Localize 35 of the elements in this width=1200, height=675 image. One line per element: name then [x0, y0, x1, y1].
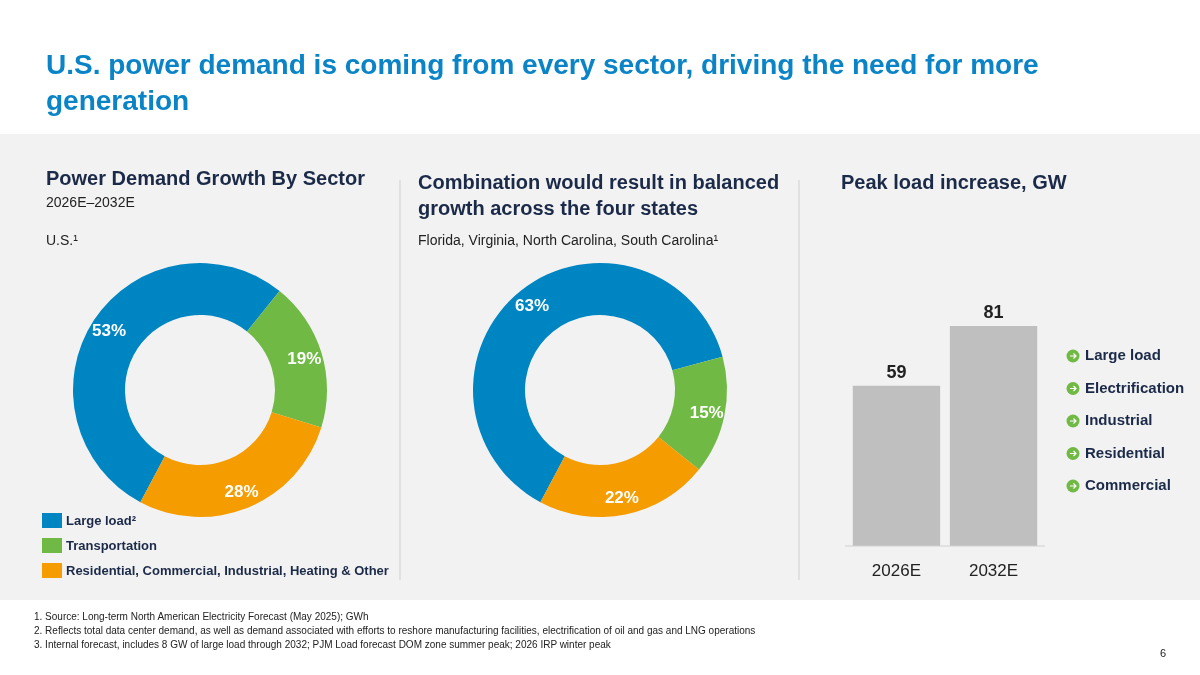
data-label: 22%	[604, 487, 639, 507]
text: 6	[1159, 647, 1166, 659]
legend-label: Large load²	[66, 513, 137, 528]
donut-slice	[247, 291, 327, 428]
text: 2. Reflects total data center demand, as well as demand associated with efforts to reshore manufacturing facilities, electrification of oil and gas and LNG operations	[34, 625, 756, 636]
chart-title: Combination would result in balanced growth across the four states	[418, 171, 780, 219]
data-label: 15%	[689, 403, 724, 423]
text: Commercial	[1085, 476, 1171, 493]
data-label: 53%	[91, 320, 127, 340]
data-label: 19%	[287, 349, 322, 369]
legend-label: Residential, Commercial, Industrial, Heating & Other	[66, 563, 389, 578]
data-label: 81	[983, 302, 1004, 322]
x-tick-label: 2032E	[968, 561, 1019, 580]
chart-subtitle: 2026E–2032E	[46, 194, 135, 210]
text: Industrial	[1085, 411, 1153, 428]
donut-slice	[73, 263, 280, 503]
data-label: 59	[886, 361, 907, 382]
data-label: 28%	[224, 481, 259, 501]
text: U.S. power demand is coming from every sector, driving the need for more generation	[46, 49, 1039, 116]
donut-slice	[473, 263, 723, 503]
x-tick-label: 2026E	[871, 561, 922, 580]
text: Electrification	[1085, 378, 1185, 396]
chart-subtitle: Florida, Virginia, North Carolina, South Carolina¹	[418, 232, 719, 248]
donut-slice	[658, 356, 727, 470]
data-label: 63%	[514, 295, 550, 315]
legend-label: Transportation	[66, 538, 158, 553]
text: 3. Internal forecast, includes 8 GW of large load through 2032; PJM Load forecast DOM zone summer peak; 2026 IRP winter peak	[34, 639, 612, 650]
donut-slice	[140, 412, 322, 517]
chart-title: Power Demand Growth By Sector	[46, 167, 366, 189]
text: 1. Source: Long-term North American Electricity Forecast (May 2025); GWh	[34, 611, 369, 622]
chart-title: Peak load increase, GW	[841, 171, 1067, 193]
text: Large load	[1085, 346, 1161, 363]
text: Residential	[1085, 443, 1166, 461]
donut-slice	[540, 437, 699, 517]
text: U.S.¹	[46, 232, 79, 248]
